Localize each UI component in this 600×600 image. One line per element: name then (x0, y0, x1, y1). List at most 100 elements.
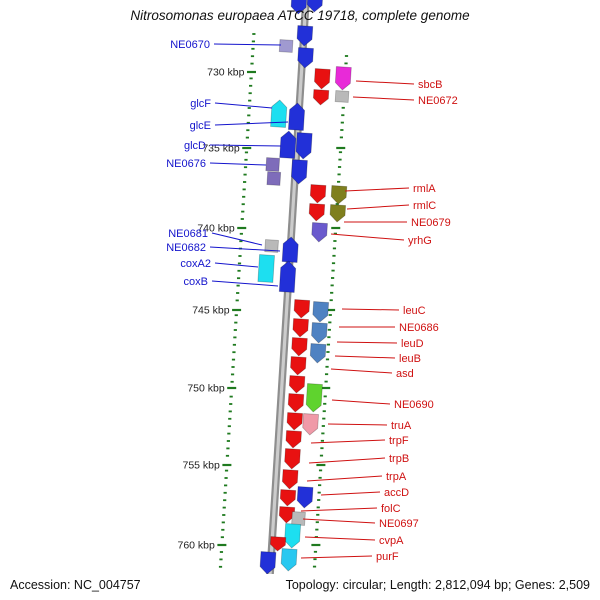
leader-line (302, 518, 376, 524)
gene-label[interactable]: NE0681 (168, 228, 208, 240)
ruler-dot (230, 380, 234, 383)
gene-arrow[interactable] (312, 301, 330, 323)
ruler-dot (331, 262, 336, 265)
ruler-dot (239, 240, 243, 243)
gene-arrow[interactable] (259, 551, 277, 575)
ruler-major-tick (326, 308, 336, 312)
gene-arrow[interactable] (306, 0, 324, 13)
gene-arrow[interactable] (284, 523, 302, 549)
gene-label[interactable]: asd (396, 368, 414, 380)
gene-arrow[interactable] (280, 548, 298, 572)
gene-label[interactable]: leuD (401, 338, 424, 350)
gene-arrow[interactable] (302, 413, 319, 436)
ruler-dot (326, 343, 331, 346)
ruler-dot (226, 447, 230, 450)
gene-arrow[interactable] (290, 0, 308, 15)
gene-arrow[interactable] (334, 90, 350, 103)
gene-arrow[interactable] (291, 511, 306, 526)
gene-label[interactable]: purF (376, 551, 399, 563)
gene-arrow[interactable] (287, 393, 305, 413)
gene-label[interactable]: accD (384, 487, 409, 499)
gene-label[interactable]: coxB (184, 276, 208, 288)
gene-arrow[interactable] (295, 132, 313, 160)
gene-arrow[interactable] (309, 343, 327, 364)
gene-arrow[interactable] (296, 25, 314, 47)
gene-label[interactable]: NE0679 (411, 217, 451, 229)
gene-arrow[interactable] (297, 47, 314, 69)
gene-label[interactable]: NE0672 (418, 95, 458, 107)
gene-arrow[interactable] (292, 318, 309, 338)
gene-arrow[interactable] (278, 506, 296, 524)
gene-arrow[interactable] (279, 489, 297, 507)
gene-label[interactable]: leuB (399, 353, 421, 365)
gene-arrow[interactable] (293, 299, 311, 319)
ruler-dot (337, 180, 341, 183)
ruler-dot (321, 425, 325, 427)
ruler-dot (233, 329, 237, 331)
gene-label[interactable]: NE0686 (399, 322, 439, 334)
gene-label[interactable]: NE0682 (166, 242, 206, 254)
gene-label[interactable]: leuC (403, 305, 426, 317)
gene-label[interactable]: coxA2 (180, 258, 211, 270)
gene-label[interactable]: rmlA (413, 183, 436, 195)
gene-label[interactable]: yrhG (408, 235, 432, 247)
leader-line (344, 187, 410, 192)
leader-line (310, 439, 386, 444)
gene-arrow[interactable] (266, 171, 282, 186)
gene-arrow[interactable] (290, 356, 307, 376)
gene-arrow[interactable] (311, 322, 328, 344)
gene-label[interactable]: trpA (386, 471, 407, 483)
gene-arrow[interactable] (281, 236, 299, 263)
gene-label[interactable]: glcF (190, 98, 211, 110)
ruler-dot (222, 506, 226, 509)
gene-arrow[interactable] (285, 430, 302, 449)
gene-arrow[interactable] (281, 469, 299, 490)
ruler-dot (248, 92, 252, 95)
leader-line (355, 80, 415, 85)
gene-label[interactable]: folC (381, 503, 401, 515)
gene-arrow[interactable] (290, 159, 308, 185)
gene-arrow[interactable] (287, 102, 306, 131)
gene-arrow[interactable] (329, 204, 347, 223)
gene-label[interactable]: sbcB (418, 79, 442, 91)
gene-arrow[interactable] (278, 260, 297, 293)
gene-label[interactable]: glcE (190, 120, 211, 132)
gene-arrow[interactable] (291, 337, 308, 357)
gene-arrow[interactable] (305, 383, 323, 413)
ruler-dot (320, 439, 325, 442)
gene-arrow[interactable] (270, 99, 288, 128)
gene-label[interactable]: truA (391, 420, 412, 432)
gene-arrow[interactable] (334, 66, 352, 91)
leader-line (330, 233, 405, 241)
gene-arrow[interactable] (286, 412, 304, 431)
gene-arrow[interactable] (330, 185, 348, 205)
gene-label[interactable]: NE0697 (379, 518, 419, 530)
gene-label[interactable]: NE0676 (166, 158, 206, 170)
gene-arrow[interactable] (288, 375, 306, 394)
gene-arrow[interactable] (257, 254, 275, 283)
gene-arrow[interactable] (311, 222, 328, 243)
gene-label[interactable]: NE0690 (394, 399, 434, 411)
gene-arrow[interactable] (284, 448, 301, 470)
gene-label[interactable]: cvpA (379, 535, 404, 547)
ruler-dot (248, 99, 252, 102)
gene-label[interactable]: trpF (389, 435, 409, 447)
gene-arrow[interactable] (278, 39, 294, 53)
gene-arrow[interactable] (296, 486, 314, 509)
gene-arrow[interactable] (279, 130, 297, 159)
gene-arrow[interactable] (312, 89, 330, 106)
ruler-dot (228, 410, 232, 413)
gene-arrow[interactable] (308, 203, 326, 222)
gene-arrow[interactable] (265, 157, 281, 172)
gene-label[interactable]: glcD (184, 140, 206, 152)
gene-label[interactable]: rmlC (413, 200, 436, 212)
gene-arrow[interactable] (264, 239, 279, 253)
ruler-dot (325, 365, 329, 368)
gene-arrow[interactable] (269, 536, 287, 552)
ruler-dot (218, 565, 223, 568)
gene-arrow[interactable] (309, 184, 327, 204)
gene-label[interactable]: NE0670 (170, 39, 210, 51)
gene-label[interactable]: trpB (389, 453, 409, 465)
ruler-dot (337, 173, 341, 176)
gene-arrow[interactable] (314, 68, 331, 90)
